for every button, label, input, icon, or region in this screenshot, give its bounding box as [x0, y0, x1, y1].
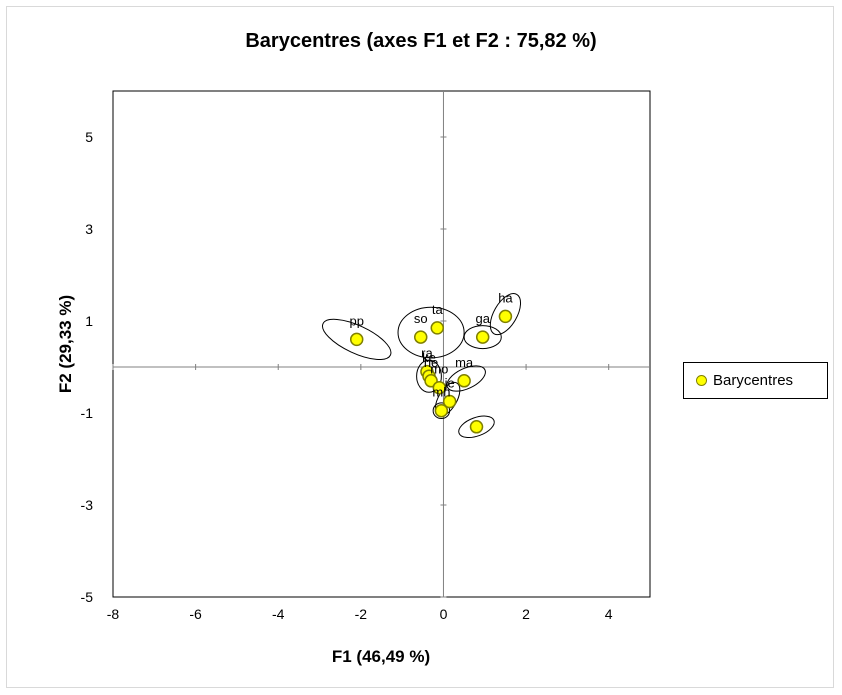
- tick-labels: -8 -6 -4 -2 0 2 4 -5 -3 -1 1 3 5: [81, 129, 613, 622]
- point-label: so: [414, 311, 428, 326]
- data-point: [442, 394, 457, 409]
- y-axis-title: F2 (29,33 %): [56, 295, 75, 393]
- legend-marker-icon: [696, 375, 707, 386]
- data-point: [475, 330, 490, 344]
- y-tick-label: 3: [85, 221, 93, 237]
- x-tick-label: 4: [605, 606, 613, 622]
- plot-area: [112, 90, 651, 598]
- point-label: je: [444, 376, 455, 391]
- y-tick-label: 1: [85, 313, 93, 329]
- data-point: [469, 420, 484, 434]
- points-layer: [349, 309, 513, 434]
- y-tick-label: 5: [85, 129, 93, 145]
- point-label: ra: [421, 346, 433, 361]
- y-tick-label: -1: [81, 405, 94, 421]
- legend: Barycentres: [683, 362, 828, 399]
- point-label: ke: [422, 350, 436, 365]
- data-point: [498, 309, 513, 324]
- confidence-ellipse: [463, 325, 502, 350]
- legend-label: Barycentres: [713, 372, 794, 389]
- confidence-ellipse: [446, 365, 486, 392]
- x-tick-label: 0: [440, 606, 448, 622]
- confidence-ellipse: [489, 293, 522, 336]
- confidence-ellipse: [322, 318, 392, 360]
- confidence-ellipse: [397, 306, 465, 359]
- x-tick-label: -4: [272, 606, 285, 622]
- point-label: pp: [349, 313, 363, 328]
- point-label: ga: [475, 311, 490, 326]
- data-point: [432, 380, 447, 395]
- y-tick-label: -5: [81, 589, 94, 605]
- chart-title: Barycentres (axes F1 et F2 : 75,82 %): [245, 30, 597, 52]
- x-tick-label: 2: [522, 606, 530, 622]
- confidence-ellipse: [432, 402, 451, 420]
- data-point: [434, 403, 449, 418]
- x-tick-label: -8: [107, 606, 120, 622]
- point-label: ha: [498, 290, 513, 305]
- confidence-ellipse: [458, 415, 495, 439]
- point-label: ta: [432, 302, 444, 317]
- point-label: mh: [432, 385, 450, 400]
- x-tick-label: -2: [355, 606, 368, 622]
- point-label: mo: [430, 362, 448, 377]
- data-point: [457, 374, 471, 388]
- data-point: [349, 332, 364, 347]
- x-tick-label: -6: [189, 606, 202, 622]
- data-point: [430, 321, 445, 335]
- data-point: [413, 330, 428, 344]
- chart-frame: [6, 6, 834, 688]
- point-label: he: [424, 355, 438, 370]
- x-axis-title: F1 (46,49 %): [332, 647, 430, 666]
- point-label: ma: [455, 355, 474, 370]
- y-tick-label: -3: [81, 497, 94, 513]
- confidence-ellipse: [416, 359, 442, 393]
